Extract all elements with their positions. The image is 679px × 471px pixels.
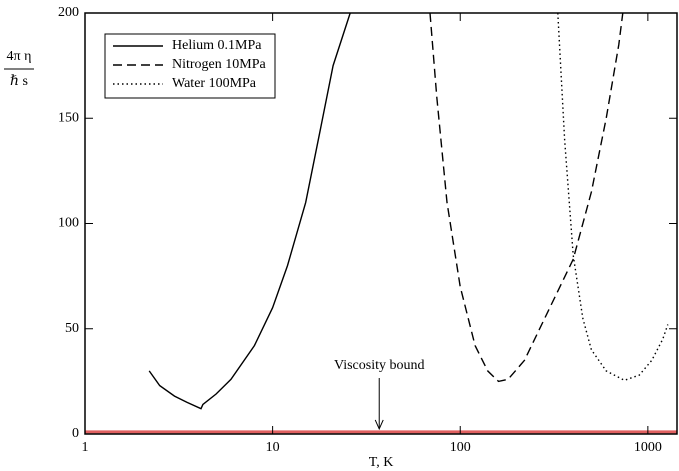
y-tick-label: 0: [72, 426, 79, 441]
legend-label: Helium 0.1MPa: [172, 38, 262, 53]
annotation-arrowhead: [374, 419, 384, 431]
y-label-numerator: 4π η: [7, 49, 32, 64]
y-tick-label: 100: [58, 216, 79, 231]
y-tick-label: 150: [58, 110, 79, 125]
x-tick-label: 1: [82, 440, 89, 455]
y-tick-label: 200: [58, 5, 79, 20]
y-label-denominator: ℏ s: [10, 74, 28, 89]
x-tick-label: 100: [450, 440, 471, 455]
y-tick-label: 50: [65, 321, 79, 336]
legend-box: [104, 33, 276, 99]
x-axis-label: T, K: [369, 455, 394, 470]
x-tick-label: 1000: [634, 440, 662, 455]
legend-label: Water 100MPa: [172, 76, 257, 91]
x-tick-label: 10: [266, 440, 280, 455]
series-line: [148, 12, 351, 410]
series-line: [429, 12, 624, 383]
legend-label: Nitrogen 10MPa: [172, 57, 267, 72]
annotation: Viscosity bound: [334, 358, 425, 373]
plot-frame: [84, 12, 678, 435]
series-line: [557, 12, 669, 382]
